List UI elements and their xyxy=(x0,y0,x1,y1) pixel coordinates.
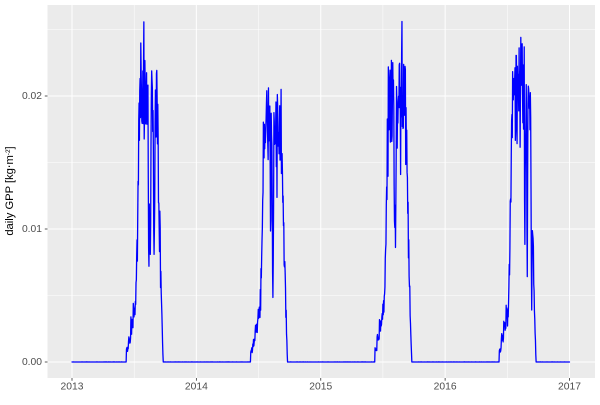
svg-text:2015: 2015 xyxy=(309,382,332,393)
svg-text:2017: 2017 xyxy=(558,382,581,393)
svg-text:0.02: 0.02 xyxy=(22,91,42,102)
svg-text:daily GPP [kg⋅m-2]: daily GPP [kg⋅m-2] xyxy=(4,146,16,235)
svg-text:2013: 2013 xyxy=(61,382,84,393)
svg-text:0.01: 0.01 xyxy=(22,224,42,235)
svg-text:0.00: 0.00 xyxy=(22,357,42,368)
svg-text:2016: 2016 xyxy=(434,382,457,393)
svg-text:2014: 2014 xyxy=(185,382,208,393)
